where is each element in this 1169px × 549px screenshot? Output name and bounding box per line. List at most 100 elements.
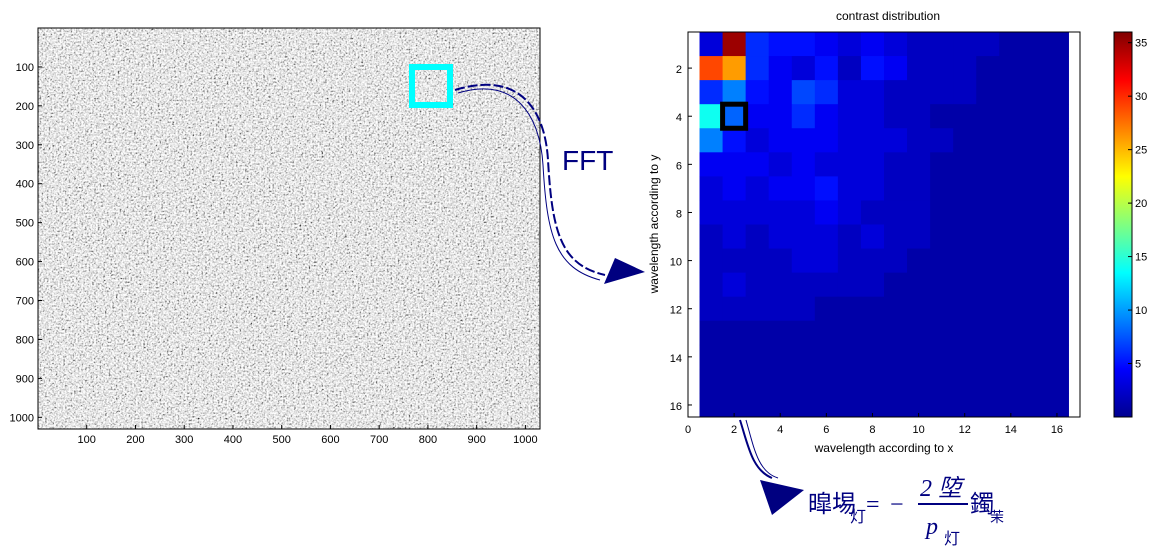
heatmap-cell xyxy=(860,272,885,298)
heatmap-cell xyxy=(976,200,1000,225)
heatmap-cell xyxy=(1022,272,1046,298)
heatmap-cell xyxy=(1045,392,1069,418)
heatmap-cell xyxy=(1045,320,1069,346)
heatmap-cell xyxy=(860,56,885,81)
heatmap-cell xyxy=(860,248,885,274)
speckle-x-tick-label: 100 xyxy=(78,434,96,446)
heatmap-cell xyxy=(814,176,839,201)
heatmap-cell xyxy=(976,104,1000,129)
formula-arrow-path xyxy=(739,419,773,479)
heatmap-cell xyxy=(1045,104,1069,129)
heatmap-cell xyxy=(745,200,770,225)
heatmap-cell xyxy=(976,176,1000,201)
heatmap-cell xyxy=(722,80,747,105)
heatmap-cell xyxy=(860,176,885,201)
heatmap-cell xyxy=(837,320,862,346)
speckle-y-tick-label: 700 xyxy=(16,296,34,308)
heatmap-cell xyxy=(884,296,908,322)
heatmap-cell xyxy=(768,248,793,274)
speckle-y-tick-label: 900 xyxy=(16,373,34,385)
heatmap-cell xyxy=(860,344,885,370)
fft-arrowhead xyxy=(604,258,645,284)
colorbar-tick-label: 30 xyxy=(1135,91,1147,103)
heatmap-cell xyxy=(699,152,724,177)
heatmap-cell xyxy=(1045,200,1069,225)
heatmap-cell xyxy=(699,128,724,153)
heatmap-cell xyxy=(976,248,1000,274)
heatmap-cell xyxy=(953,296,977,322)
heatmap-y-tick-label: 10 xyxy=(670,257,682,269)
heatmap-cell xyxy=(999,320,1023,346)
heatmap-cell xyxy=(860,80,885,105)
heatmap-cell xyxy=(745,320,770,346)
heatmap-cell xyxy=(953,32,977,57)
heatmap-cell xyxy=(814,224,839,250)
heatmap-cell xyxy=(860,320,885,346)
heatmap-cell xyxy=(1022,200,1046,225)
heatmap-x-tick-label: 4 xyxy=(777,424,783,436)
heatmap-cell xyxy=(907,104,931,129)
heatmap-cell xyxy=(930,392,954,418)
heatmap-cell xyxy=(837,296,862,322)
heatmap-cell xyxy=(999,80,1023,105)
heatmap-cell xyxy=(722,32,747,57)
heatmap-cell xyxy=(768,344,793,370)
heatmap-cell xyxy=(953,344,977,370)
heatmap-cell xyxy=(768,32,793,57)
heatmap-cell xyxy=(722,248,747,274)
heatmap-cell xyxy=(953,56,977,81)
heatmap-cell xyxy=(791,128,816,153)
heatmap-cell xyxy=(953,392,977,418)
heatmap-cell xyxy=(837,392,862,418)
heatmap-cell xyxy=(745,104,770,129)
heatmap-cell xyxy=(837,32,862,57)
speckle-x-tick-label: 900 xyxy=(467,434,485,446)
heatmap-cell xyxy=(999,296,1023,322)
heatmap-cell xyxy=(907,128,931,153)
heatmap-cell xyxy=(745,152,770,177)
heatmap-cell xyxy=(814,104,839,129)
heatmap-cell xyxy=(722,128,747,153)
heatmap-cell xyxy=(884,224,908,250)
x-axis-label: wavelength according to x xyxy=(814,441,954,455)
heatmap-cell xyxy=(860,224,885,250)
heatmap-cell xyxy=(722,152,747,177)
heatmap-cell xyxy=(976,224,1000,250)
heatmap-cell xyxy=(1022,56,1046,81)
heatmap-cell xyxy=(976,392,1000,418)
heatmap-cell xyxy=(722,392,747,418)
heatmap-y-tick-label: 6 xyxy=(676,160,682,172)
heatmap-cell xyxy=(860,392,885,418)
heatmap-cell xyxy=(791,200,816,225)
heatmap-cell xyxy=(745,80,770,105)
formula-numerator: 2 埅 xyxy=(920,475,965,502)
heatmap-cell xyxy=(791,368,816,394)
heatmap-cell xyxy=(976,152,1000,177)
heatmap-cell xyxy=(722,296,747,322)
heatmap-cell xyxy=(1045,80,1069,105)
heatmap-cell xyxy=(976,32,1000,57)
heatmap-cell xyxy=(999,104,1023,129)
heatmap-cell xyxy=(884,32,908,57)
heatmap-cell xyxy=(837,200,862,225)
heatmap-cell xyxy=(722,344,747,370)
heatmap-cell xyxy=(930,152,954,177)
heatmap-cell xyxy=(1045,248,1069,274)
speckle-y-tick-label: 300 xyxy=(16,140,34,152)
heatmap-cell xyxy=(745,128,770,153)
heatmap-cell xyxy=(814,152,839,177)
heatmap-cell xyxy=(791,392,816,418)
heatmap-cell xyxy=(814,272,839,298)
heatmap-cell xyxy=(860,104,885,129)
heatmap-cell xyxy=(722,176,747,201)
heatmap-cell xyxy=(699,272,724,298)
heatmap-cell xyxy=(1022,104,1046,129)
heatmap-cell xyxy=(1022,296,1046,322)
speckle-y-tick-label: 1000 xyxy=(10,412,34,424)
heatmap-cell xyxy=(814,320,839,346)
heatmap-cell xyxy=(768,368,793,394)
heatmap-cell xyxy=(745,56,770,81)
heatmap-cell xyxy=(837,56,862,81)
heatmap-cell xyxy=(953,320,977,346)
heatmap-cell xyxy=(722,56,747,81)
